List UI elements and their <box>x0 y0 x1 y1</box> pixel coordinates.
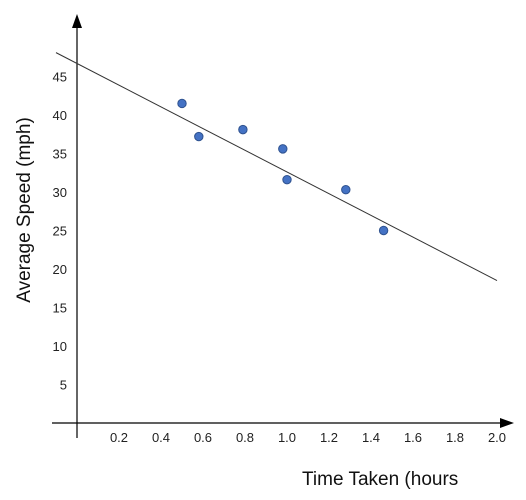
x-tick-label: 1.0 <box>278 430 296 445</box>
x-tick-label: 1.2 <box>320 430 338 445</box>
x-tick-label: 0.8 <box>236 430 254 445</box>
x-tick-label: 2.0 <box>488 430 506 445</box>
x-axis-title: Time Taken (hours <box>302 469 458 490</box>
trend-line <box>55 52 498 281</box>
x-tick-label: 1.4 <box>362 430 380 445</box>
y-tick-label: 25 <box>53 224 67 239</box>
data-point <box>238 124 248 135</box>
y-tick-label: 5 <box>60 378 67 393</box>
y-tick-label: 45 <box>53 70 67 85</box>
y-tick-label: 35 <box>53 147 67 162</box>
x-tick-label: 0.4 <box>152 430 170 445</box>
y-tick-label: 10 <box>53 339 67 354</box>
data-points <box>177 98 389 236</box>
axes <box>52 14 514 438</box>
data-point <box>177 98 187 109</box>
y-axis-title: Average Speed (mph) <box>14 117 35 303</box>
x-axis-arrow <box>500 418 514 428</box>
y-tick-label: 20 <box>53 262 67 277</box>
x-tick-labels: 0.2 0.4 0.6 0.8 1.0 1.2 1.4 1.6 1.8 2.0 <box>110 430 506 445</box>
x-tick-label: 1.6 <box>404 430 422 445</box>
data-point <box>278 144 288 154</box>
y-tick-label: 15 <box>53 301 67 316</box>
data-point <box>341 184 351 195</box>
trend-line-group <box>55 52 498 281</box>
data-point <box>378 225 389 236</box>
y-tick-labels: 5 10 15 20 25 30 35 40 45 <box>53 70 67 393</box>
x-tick-label: 0.2 <box>110 430 128 445</box>
y-tick-label: 40 <box>53 108 67 123</box>
data-point <box>194 131 204 142</box>
y-axis-arrow <box>72 14 82 28</box>
y-tick-label: 30 <box>53 185 67 200</box>
x-tick-label: 1.8 <box>446 430 464 445</box>
x-tick-label: 0.6 <box>194 430 212 445</box>
data-point <box>282 174 292 185</box>
